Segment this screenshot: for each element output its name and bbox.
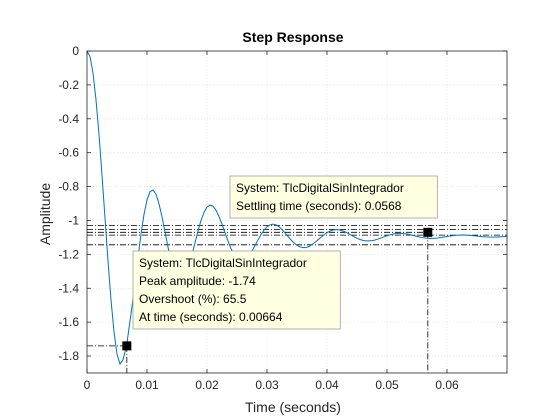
y-tick-label: -1 bbox=[68, 213, 79, 227]
x-axis-label: Time (seconds) bbox=[245, 399, 341, 415]
chart-title: Step Response bbox=[242, 29, 343, 45]
datatips: System: TlcDigitalSinIntegrador Peak ampl… bbox=[122, 175, 438, 351]
y-tick-label: -0.4 bbox=[58, 112, 79, 126]
y-tick-label: 0 bbox=[72, 44, 79, 58]
y-tick-label: -1.2 bbox=[58, 247, 79, 261]
series-line bbox=[86, 50, 508, 366]
x-tick-label: 0.02 bbox=[195, 378, 219, 392]
y-tick-label: -0.8 bbox=[58, 180, 79, 194]
x-tick-label: 0.05 bbox=[375, 378, 399, 392]
datatip-line: Overshoot (%): 65.5 bbox=[139, 292, 247, 306]
x-tick-label: 0.04 bbox=[315, 378, 339, 392]
datatip-marker bbox=[423, 227, 433, 237]
datatip-line: Settling time (seconds): 0.0568 bbox=[236, 199, 402, 213]
datatip-line: System: TlcDigitalSinIntegrador bbox=[139, 256, 307, 270]
y-tick-label: -1.6 bbox=[58, 315, 79, 329]
y-tick-label: -1.4 bbox=[58, 281, 79, 295]
datatip-box bbox=[132, 250, 341, 330]
datatip-marker bbox=[122, 341, 132, 351]
datatip-box bbox=[229, 175, 438, 219]
x-tick-label: 0 bbox=[84, 378, 91, 392]
datatip-line: Peak amplitude: -1.74 bbox=[139, 274, 256, 288]
tick-marks bbox=[86, 50, 507, 373]
y-tick-label: -1.8 bbox=[58, 349, 79, 363]
y-tick-label: -0.2 bbox=[58, 78, 79, 92]
y-axis-label: Amplitude bbox=[37, 183, 53, 245]
x-tick-label: 0.06 bbox=[435, 378, 459, 392]
series-layer bbox=[86, 50, 508, 366]
x-tick-label: 0.03 bbox=[255, 378, 279, 392]
axes-box bbox=[86, 50, 508, 374]
datatip-line: System: TlcDigitalSinIntegrador bbox=[236, 181, 404, 195]
datatip-line: At time (seconds): 0.00664 bbox=[139, 310, 283, 324]
x-tick-label: 0.01 bbox=[135, 378, 159, 392]
y-tick-label: -0.6 bbox=[58, 146, 79, 160]
y-tick-labels: 0 -0.2 -0.4 -0.6 -0.8 -1 -1.2 -1.4 -1.6 -1.8 bbox=[58, 44, 79, 363]
datatip-drop-lines bbox=[87, 231, 429, 373]
x-tick-labels: 0 0.01 0.02 0.03 0.04 0.05 0.06 bbox=[84, 378, 459, 392]
